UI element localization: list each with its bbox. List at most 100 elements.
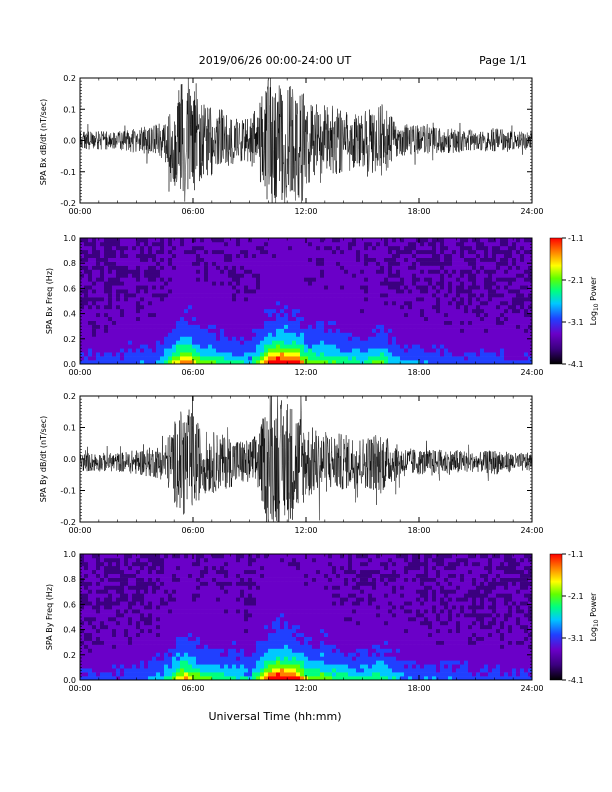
bx-spectrogram-cell [368, 312, 373, 318]
bx-spectrogram-cell [236, 304, 241, 310]
bx-spectrogram-cell [144, 269, 149, 274]
bx-spectrogram-cell [520, 352, 525, 357]
bx-spectrogram-cell [372, 293, 377, 298]
bx-spectrogram-cell [516, 328, 521, 333]
bx-spectrogram-cell [308, 320, 313, 325]
by-spectrogram-cell [88, 589, 93, 594]
bx-spectrogram-cell [456, 348, 461, 353]
bx-spectrogram-cell [144, 324, 149, 329]
bx-spectrogram-cell [416, 257, 421, 262]
bx-spectrogram-cell [384, 281, 389, 286]
bx-spectrogram-cell [260, 289, 265, 294]
bx-spectrogram-cell [84, 360, 89, 365]
by-spectrogram-cell [84, 565, 89, 571]
bx-spectrogram-cell [428, 340, 433, 345]
bx-spectrogram-cell [368, 332, 373, 337]
bx-spectrogram-cell [376, 360, 381, 365]
bx-spectrogram-cell [424, 245, 429, 251]
bx-spectrogram-cell [272, 241, 277, 247]
bx-spectrogram-cell [320, 360, 325, 365]
bx-spectrogram-cell [216, 238, 221, 243]
by-spectrogram-cell [184, 609, 189, 614]
bx-spectrogram-cell [308, 340, 313, 345]
bx-spectrogram-cell [512, 352, 517, 357]
bx-spectrogram-cell [332, 332, 337, 337]
bx-spectrogram-cell [340, 245, 345, 251]
bx-spectrogram-cell [172, 241, 177, 247]
bx-spectrogram-cell [156, 316, 161, 321]
bx-spectrogram-cell [400, 249, 405, 255]
bx-spectrogram-cell [152, 249, 157, 255]
bx-spectrogram-cell [464, 285, 469, 290]
bx-spectrogram-cell [364, 340, 369, 345]
bx-spectrogram-cell [292, 238, 297, 243]
bx-spectrogram-cell [268, 269, 273, 274]
bx-spectrogram-cell [104, 340, 109, 345]
bx-spectrogram-cell [148, 277, 153, 282]
bx-spectrogram-cell [396, 304, 401, 310]
bx-spectrogram-cell [404, 320, 409, 325]
bx-spectrogram-cell [520, 269, 525, 274]
bx-spectrogram-cell [252, 293, 257, 298]
bx-spectrogram-cell [276, 241, 281, 247]
bx-spectrogram-cell [212, 285, 217, 290]
bx-spectrogram-cell [296, 245, 301, 251]
bx-spectrogram-cell [424, 332, 429, 337]
by-spectrogram-cell [172, 593, 177, 598]
bx-spectrogram-cell [496, 261, 501, 266]
bx-spectrogram-cell [460, 297, 465, 302]
by-spectrogram-cell [120, 557, 125, 563]
by-spectrogram-cell [136, 648, 141, 653]
by-spectrogram-cell [188, 620, 193, 626]
bx-spectrogram-cell [464, 324, 469, 329]
bx-spectrogram-cell [524, 241, 529, 247]
by-spectrogram-cell [192, 613, 197, 618]
by-spectrogram-cell [80, 585, 85, 590]
by-spectrogram-cell [184, 577, 189, 582]
bx-spectrogram-cell [316, 348, 321, 353]
bx-spectrogram-cell [144, 293, 149, 298]
by-spectrogram-cell [140, 672, 145, 677]
bx-spectrogram-cell [232, 324, 237, 329]
bx-spectrogram-cell [244, 340, 249, 345]
bx-spectrogram-cell [448, 352, 453, 357]
bx-spectrogram-cell [316, 289, 321, 294]
bx-spectrogram-cell [152, 265, 157, 270]
bx-spectrogram-cell [228, 285, 233, 290]
bx-spectrogram-cell [420, 320, 425, 325]
by-spectrogram-cell [100, 624, 105, 630]
by-spectrogram-cell [116, 557, 121, 563]
bx-spectrogram-cell [356, 356, 361, 361]
bx-spectrogram-cell [104, 238, 109, 243]
bx-spectrogram-cell [168, 304, 173, 310]
bx-spectrogram-cell [148, 312, 153, 318]
bx-spectrogram-cell [124, 344, 129, 349]
bx-spectrogram-cell [424, 249, 429, 255]
bx-spectrogram-cell [260, 312, 265, 318]
bx-spectrogram-cell [260, 285, 265, 290]
bx-spectrogram-cell [404, 297, 409, 302]
bx-spectrogram-cell [232, 297, 237, 302]
bx-spectrogram-cell [528, 253, 533, 258]
bx-spectrogram-cell [432, 340, 437, 345]
bx-spectrogram-cell [256, 304, 261, 310]
bx-spectrogram-cell [252, 356, 257, 361]
bx-spectrogram-cell [480, 265, 485, 270]
bx-spectrogram-cell [264, 285, 269, 290]
by-spectrogram-cell [136, 593, 141, 598]
bx-spectrogram-cell [200, 348, 205, 353]
by-spectrogram-cell [108, 652, 113, 657]
bx-spectrogram-cell [176, 312, 181, 318]
bx-spectrogram-cell [116, 312, 121, 318]
bx-spectrogram-cell [404, 360, 409, 365]
bx-spectrogram-cell [476, 281, 481, 286]
by-spectrogram-cell [124, 624, 129, 630]
bx-spectrogram-cell [392, 360, 397, 365]
bx-spectrogram-cell [252, 238, 257, 243]
bx-spectrogram-cell [204, 277, 209, 282]
bx-spectrogram-cell [352, 241, 357, 247]
bx-spectrogram-cell [264, 324, 269, 329]
bx-spectrogram-cell [112, 249, 117, 255]
bx-spectrogram-cell [128, 304, 133, 310]
bx-spectrogram-cell [136, 344, 141, 349]
